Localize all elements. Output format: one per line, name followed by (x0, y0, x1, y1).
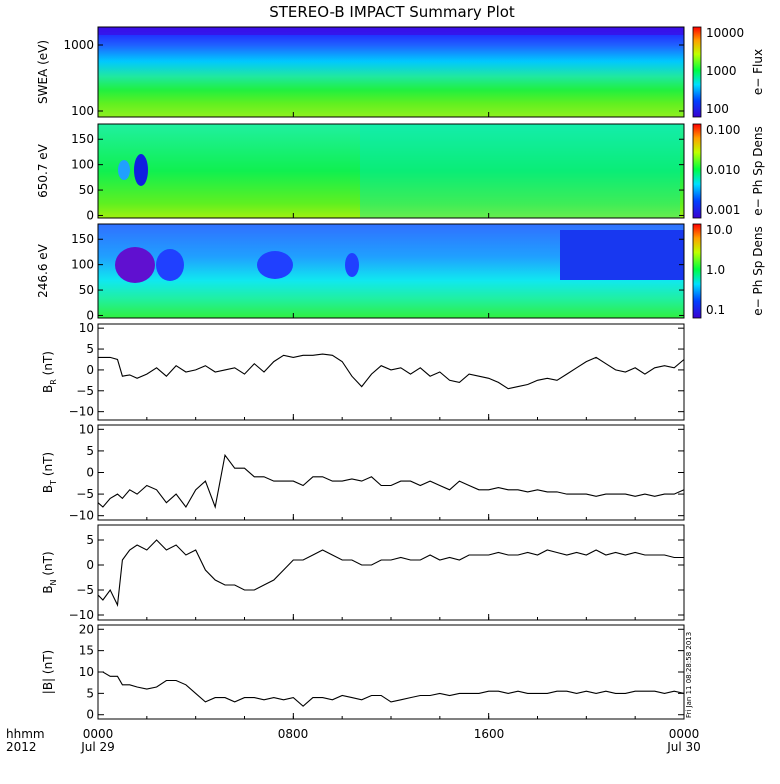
panel-frame (97, 624, 685, 720)
colorbar-label: e− Ph Sp Dens (751, 126, 765, 215)
colorbar-gradient (692, 123, 702, 219)
heatmap-swea (98, 27, 684, 117)
ytick-label: 100 (71, 158, 94, 172)
ytick-label: 100 (71, 258, 94, 272)
heatmap-650-blob2 (118, 160, 130, 180)
ytick-label: 5 (86, 686, 94, 700)
panel-frame (97, 524, 685, 621)
line-ylabel: BN (nT) (41, 551, 58, 593)
xaxis-row-label-year: 2012 (6, 740, 37, 754)
ytick-label: 0 (86, 363, 94, 377)
colorbar-tick-label: 0.100 (706, 123, 740, 137)
heatmap-ylabel: 650.7 eV (36, 143, 50, 198)
xaxis-tick-1: 0800 (278, 727, 309, 741)
colorbar-2: 10.0 1.0 0.1 e− Ph Sp Dens (692, 223, 765, 319)
ytick-label: 5 (86, 342, 94, 356)
heatmap-swea-band (98, 27, 684, 35)
ytick-label: 5 (86, 444, 94, 458)
panel-650-heatmap (97, 123, 685, 219)
series-line (98, 671, 685, 707)
colorbars: 10000 1000 100 e− Flux 0.100 0.010 0.001 e− Ph … (692, 26, 765, 319)
colorbar-gradient (692, 26, 702, 118)
line-panel-2: 5 0 −5 −10 BN (nT) (41, 524, 685, 622)
series-line (97, 453, 685, 510)
heatmap-axis-2: 150 100 50 0 246.6 eV (36, 232, 684, 322)
panel-frame (97, 323, 685, 421)
line-ylabel: BT (nT) (41, 452, 58, 493)
xaxis-date-0: Jul 29 (80, 740, 115, 754)
ytick-label: −10 (69, 405, 94, 419)
xaxis-row-label-hhmm: hhmm (6, 727, 45, 741)
colorbar-label: e− Flux (751, 49, 765, 95)
colorbar-tick-label: 0.1 (706, 303, 725, 317)
ytick-label: 1000 (63, 38, 94, 52)
ytick-label: 10 (79, 422, 94, 436)
ytick-label: −5 (76, 487, 94, 501)
panel-swea-heatmap (97, 26, 685, 118)
ytick-label: 0 (86, 308, 94, 322)
line-panel-1: 10 5 0 −5 −10 BT (nT) (41, 422, 685, 523)
side-timestamp: Fri Jan 11 08:28:58 2013 (685, 632, 693, 718)
line-panels: 10 5 0 −5 −10 BR (nT) 10 5 0 −5 −10 BT (nT) 5 0 −5 −10 B… (41, 321, 685, 722)
series-line (97, 539, 684, 607)
xaxis-date-3: Jul 30 (666, 740, 701, 754)
ytick-label: 10 (79, 665, 94, 679)
colorbar-0: 10000 1000 100 e− Flux (692, 26, 765, 118)
heatmap-axis-0: 1000 100 SWEA (eV) (36, 38, 684, 118)
colorbar-label: e− Ph Sp Dens (751, 226, 765, 315)
colorbar-tick-label: 100 (706, 102, 729, 116)
colorbar-gradient (692, 223, 702, 319)
xaxis-tick-3: 0000 (669, 727, 700, 741)
xaxis-tick-2: 1600 (474, 727, 505, 741)
colorbar-tick-label: 0.010 (706, 163, 740, 177)
ytick-label: −10 (69, 509, 94, 523)
ytick-label: 0 (86, 208, 94, 222)
line-panel-3: 20 15 10 5 0 |B| (nT) (41, 622, 685, 722)
ytick-label: 0 (86, 708, 94, 722)
ytick-label: 150 (71, 132, 94, 146)
heatmap-ylabel: 246.6 eV (36, 243, 50, 298)
heatmap-650-blob (134, 154, 148, 186)
ytick-label: −5 (76, 384, 94, 398)
panel-frame (97, 424, 685, 521)
colorbar-tick-label: 0.001 (706, 203, 740, 217)
ytick-label: 50 (79, 183, 94, 197)
colorbar-tick-label: 1.0 (706, 263, 725, 277)
heatmap-246-blob (115, 247, 155, 283)
colorbar-1: 0.100 0.010 0.001 e− Ph Sp Dens (692, 123, 765, 219)
colorbar-tick-label: 10000 (706, 26, 744, 40)
ytick-label: 20 (79, 622, 94, 636)
heatmap-650-stripes (360, 124, 680, 218)
line-ylabel: |B| (nT) (41, 650, 55, 694)
plot-title: STEREO-B IMPACT Summary Plot (269, 3, 515, 21)
line-ylabel: BR (nT) (41, 351, 58, 393)
ytick-label: 0 (86, 558, 94, 572)
xaxis-tick-0: 0000 (83, 727, 114, 741)
ytick-label: 15 (79, 644, 94, 658)
axes: 1000 100 SWEA (eV) 150 100 50 0 650.7 eV 150 100 5… (36, 38, 685, 322)
ytick-label: 50 (79, 283, 94, 297)
series-line (98, 353, 685, 390)
panel-246-heatmap (97, 223, 685, 319)
colorbar-tick-label: 10.0 (706, 223, 733, 237)
heatmap-ylabel: SWEA (eV) (36, 40, 50, 104)
ytick-label: 100 (71, 104, 94, 118)
ytick-label: 10 (79, 321, 94, 335)
ytick-label: 150 (71, 232, 94, 246)
ytick-label: −5 (76, 583, 94, 597)
colorbar-tick-label: 1000 (706, 64, 737, 78)
heatmap-axis-1: 150 100 50 0 650.7 eV (36, 132, 684, 222)
ytick-label: 5 (86, 533, 94, 547)
ytick-label: −10 (69, 608, 94, 622)
ytick-label: 0 (86, 466, 94, 480)
heatmap-650 (98, 124, 684, 218)
line-panel-0: 10 5 0 −5 −10 BR (nT) (41, 321, 685, 421)
